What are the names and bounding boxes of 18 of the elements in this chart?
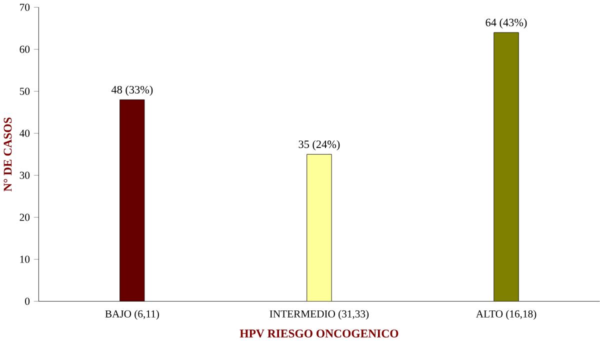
y-tick-label: 40 [20, 130, 30, 137]
y-tick-label: 70 [20, 4, 30, 11]
x-tick-label: BAJO (6,11) [105, 310, 159, 320]
data-label: 35 (24%) [298, 140, 340, 150]
y-tick-label: 0 [25, 298, 30, 305]
data-label: 48 (33%) [111, 85, 153, 96]
x-axis-title: HPV RIESGO ONCOGENICO [240, 329, 398, 338]
bar [306, 154, 332, 302]
x-tick-label: INTERMEDIO (31,33) [270, 310, 369, 320]
x-tick-label: ALTO (16,18) [476, 310, 536, 320]
data-label: 64 (43%) [486, 18, 527, 28]
bar [120, 99, 145, 302]
y-axis-title: N° DE CASOS [4, 117, 12, 192]
y-tick-label: 50 [20, 88, 30, 95]
y-tick-label: 20 [20, 214, 30, 221]
y-tick-label: 60 [20, 46, 30, 53]
y-tick-label: 30 [20, 172, 30, 179]
y-tick-label: 10 [20, 256, 30, 263]
